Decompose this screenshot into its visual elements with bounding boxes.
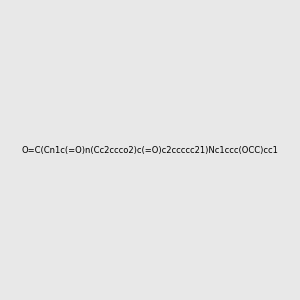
Text: O=C(Cn1c(=O)n(Cc2ccco2)c(=O)c2ccccc21)Nc1ccc(OCC)cc1: O=C(Cn1c(=O)n(Cc2ccco2)c(=O)c2ccccc21)Nc… (22, 146, 278, 154)
